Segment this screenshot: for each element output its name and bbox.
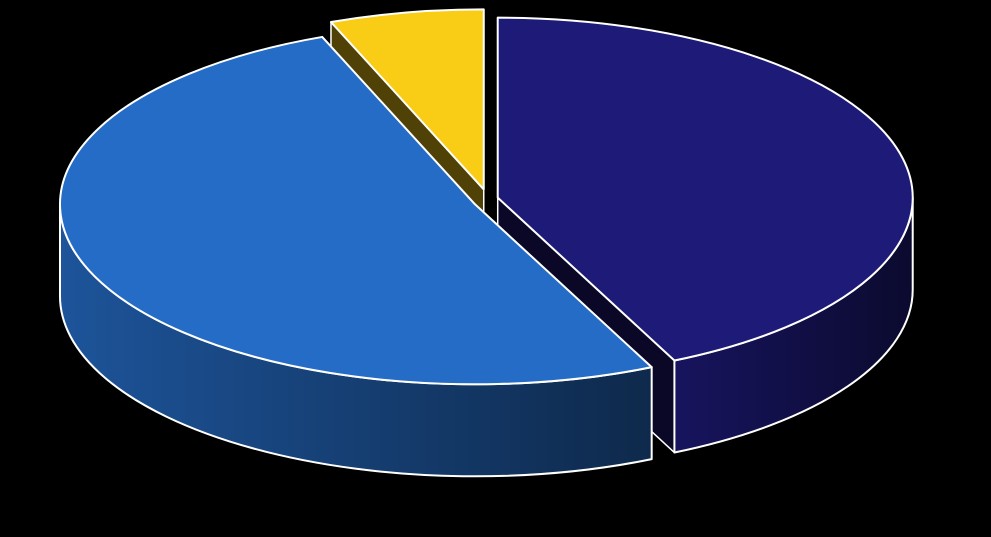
pie-slice-2 xyxy=(329,8,485,191)
pie-slice-1 xyxy=(59,35,653,386)
pie-slice-tops xyxy=(59,8,914,386)
pie-slice-0 xyxy=(496,16,914,362)
